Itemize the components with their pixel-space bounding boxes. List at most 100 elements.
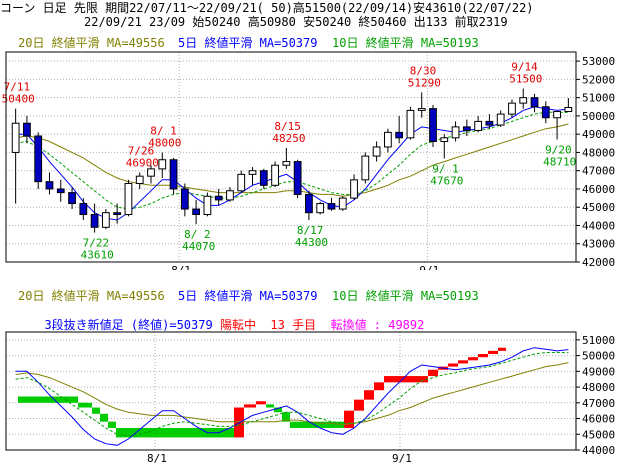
newprice-brick (92, 407, 100, 414)
top-plot-frame (5, 51, 577, 263)
x-tick-label: 8/1 (147, 452, 167, 465)
top-legend-ma5: 5日 終値平滑 MA=50379 (178, 36, 318, 50)
newprice-brick (256, 401, 266, 405)
annotation-date: 7/26 (128, 145, 155, 158)
newprice-brick (468, 357, 478, 361)
annotation-value: 47670 (430, 174, 463, 187)
candle-body (519, 97, 528, 104)
annotation-value: 46900 (126, 157, 159, 170)
y-tick-label: 46000 (582, 183, 615, 196)
chart-header-line2: 22/09/21 23/09 始50240 高50980 安50240 終504… (84, 15, 508, 29)
newprice-brick (290, 421, 344, 428)
annotation-value: 43610 (81, 249, 114, 262)
newprice-brick (458, 360, 468, 364)
candle-body (429, 108, 437, 142)
y-tick-label: 50000 (582, 110, 615, 123)
candle-body (564, 107, 573, 113)
y-tick-label: 44000 (582, 219, 615, 232)
candle-body (135, 175, 144, 184)
y-tick-label: 53000 (582, 55, 615, 68)
annotation-date: 8/30 (410, 64, 437, 77)
newprice-brick (344, 410, 354, 428)
candle-body (248, 170, 257, 175)
annotation-value: 48000 (148, 136, 181, 149)
annotation-value: 48710 (543, 155, 576, 168)
ma10-line (15, 111, 569, 210)
candle-body (23, 122, 31, 137)
annotation-value: 51290 (408, 76, 441, 89)
bottom-legend-ma10: 10日 終値平滑 MA=50193 (332, 289, 479, 303)
candle-body (203, 195, 212, 216)
ma10-line (15, 352, 569, 437)
annotation-value: 50400 (2, 93, 35, 106)
candle-body (271, 164, 279, 186)
annotation-value: 51500 (509, 73, 542, 86)
newprice-brick (384, 376, 428, 383)
candle-body (327, 203, 336, 210)
candle-body (485, 120, 494, 126)
annotation-date: 8/ 1 (150, 124, 177, 137)
candle-body (101, 212, 110, 228)
bottom-legend-ma20: 20日 終値平滑 MA=49556 (18, 289, 165, 303)
x-tick-label: 8/1 (171, 264, 191, 270)
candle-body (259, 170, 268, 186)
y-tick-label: 49000 (582, 365, 615, 378)
chart-header-line1: コーン 日足 先限 期間22/07/11～22/09/21( 50)高51500… (0, 1, 534, 15)
count-label: 手目 (292, 318, 317, 332)
candle-body (113, 212, 122, 216)
x-tick-label: 9/1 (419, 264, 439, 270)
newprice-label: 3段抜き新値足 (終値)=50379 (44, 318, 213, 332)
candle-body (214, 195, 223, 201)
y-tick-label: 47000 (582, 397, 615, 410)
candle-body (530, 97, 539, 108)
annotation-date: 9/14 (511, 61, 538, 74)
trend-label: 陽転中 (219, 318, 256, 332)
newprice-brick (282, 412, 290, 422)
annotation-date: 8/ 2 (184, 228, 211, 241)
newprice-brick (498, 347, 506, 351)
switch-value-label: 転換値 : 49892 (330, 318, 425, 332)
candle-body (383, 131, 392, 148)
candle-body (553, 111, 561, 119)
candle-body (406, 109, 415, 139)
y-tick-label: 46000 (582, 413, 615, 426)
annotation-date: 7/22 (83, 237, 110, 250)
candle-body (158, 159, 167, 170)
y-tick-label: 50000 (582, 350, 615, 363)
candle-body (124, 182, 133, 216)
annotation-value: 44300 (295, 236, 328, 249)
annotation-value: 44070 (182, 240, 215, 253)
newprice-brick (234, 407, 244, 438)
candle-body (395, 131, 404, 139)
annotation-date: 7/11 (4, 81, 31, 94)
ma20-line (15, 123, 569, 197)
top-legend-ma20: 20日 終値平滑 MA=49556 (18, 36, 165, 50)
y-tick-label: 44000 (582, 444, 615, 457)
newprice-brick (478, 354, 488, 358)
candle-body (541, 106, 550, 119)
top-legend-ma10: 10日 終値平滑 MA=50193 (332, 36, 479, 50)
candle-body (361, 155, 370, 181)
candle-body (350, 179, 358, 199)
candle-body (338, 197, 347, 210)
y-tick-label: 48000 (582, 146, 615, 159)
candle-body (68, 192, 76, 205)
candle-body (508, 102, 516, 115)
candle-body (237, 173, 246, 192)
annotation-date: 9/20 (545, 143, 572, 156)
annotation-date: 8/15 (274, 120, 301, 133)
newprice-brick (244, 404, 256, 408)
y-tick-label: 45000 (582, 428, 615, 441)
newprice-brick (78, 402, 92, 408)
candle-body (226, 190, 234, 201)
candle-body (169, 159, 178, 190)
candle-body (282, 161, 291, 166)
candle-body (11, 122, 20, 153)
y-tick-label: 43000 (582, 238, 615, 251)
newprice-brick (488, 350, 498, 355)
candle-body (440, 137, 449, 142)
newprice-brick (438, 366, 448, 370)
x-tick-label: 9/1 (392, 452, 412, 465)
y-tick-label: 49000 (582, 128, 615, 141)
newprice-brick (364, 390, 374, 400)
